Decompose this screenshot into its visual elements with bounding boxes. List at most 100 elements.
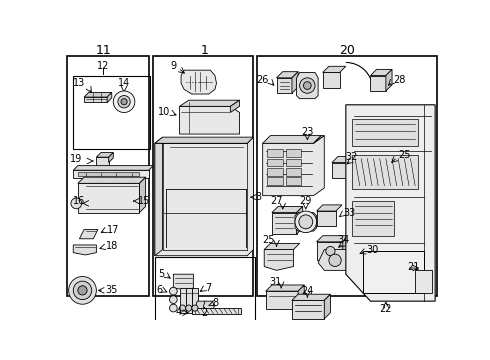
Polygon shape bbox=[140, 177, 146, 213]
Text: 8: 8 bbox=[213, 298, 219, 309]
Polygon shape bbox=[272, 213, 296, 234]
Polygon shape bbox=[186, 288, 192, 313]
Text: 15: 15 bbox=[138, 196, 150, 206]
Text: 19: 19 bbox=[70, 154, 82, 164]
Bar bbox=[363, 251, 424, 293]
Text: 30: 30 bbox=[367, 244, 379, 255]
Polygon shape bbox=[373, 154, 395, 160]
Bar bbox=[286, 149, 301, 157]
Text: 16: 16 bbox=[74, 196, 85, 206]
Text: 25: 25 bbox=[398, 150, 411, 160]
Bar bbox=[268, 149, 283, 157]
Polygon shape bbox=[155, 137, 163, 256]
Text: 34: 34 bbox=[338, 235, 350, 244]
Polygon shape bbox=[74, 166, 153, 170]
Polygon shape bbox=[370, 76, 386, 91]
Bar bbox=[257, 55, 437, 296]
Polygon shape bbox=[317, 211, 336, 226]
Polygon shape bbox=[370, 69, 392, 76]
Polygon shape bbox=[192, 288, 198, 313]
Polygon shape bbox=[97, 157, 109, 166]
Text: 32: 32 bbox=[345, 152, 357, 162]
Circle shape bbox=[303, 82, 311, 89]
Polygon shape bbox=[296, 72, 318, 99]
Text: 6: 6 bbox=[156, 285, 163, 294]
Text: 17: 17 bbox=[107, 225, 120, 235]
Circle shape bbox=[295, 211, 317, 233]
Polygon shape bbox=[266, 291, 298, 309]
Polygon shape bbox=[292, 300, 324, 319]
Polygon shape bbox=[196, 301, 206, 313]
Bar bbox=[415, 270, 432, 293]
Bar bbox=[352, 119, 418, 145]
Polygon shape bbox=[317, 242, 343, 260]
Ellipse shape bbox=[93, 189, 124, 205]
Polygon shape bbox=[155, 137, 253, 256]
Circle shape bbox=[121, 99, 127, 105]
Polygon shape bbox=[323, 66, 346, 72]
Circle shape bbox=[71, 198, 82, 209]
Polygon shape bbox=[317, 236, 349, 242]
Polygon shape bbox=[318, 249, 352, 270]
Circle shape bbox=[300, 78, 315, 93]
Polygon shape bbox=[266, 285, 304, 291]
Bar bbox=[286, 177, 301, 185]
Bar bbox=[67, 55, 149, 296]
Polygon shape bbox=[276, 78, 292, 93]
Text: 2: 2 bbox=[201, 308, 207, 318]
Text: 10: 10 bbox=[158, 108, 171, 117]
Circle shape bbox=[170, 296, 177, 303]
Circle shape bbox=[170, 304, 177, 312]
Polygon shape bbox=[332, 163, 354, 178]
Polygon shape bbox=[173, 274, 194, 289]
Text: 1: 1 bbox=[200, 44, 208, 57]
Polygon shape bbox=[192, 308, 241, 314]
Text: 13: 13 bbox=[74, 78, 86, 88]
Text: 22: 22 bbox=[380, 304, 392, 314]
Text: 29: 29 bbox=[299, 196, 312, 206]
Polygon shape bbox=[276, 72, 298, 78]
Polygon shape bbox=[179, 100, 240, 106]
Polygon shape bbox=[181, 70, 217, 94]
Text: 12: 12 bbox=[97, 61, 109, 71]
Polygon shape bbox=[78, 177, 146, 183]
Text: 26: 26 bbox=[256, 75, 269, 85]
Polygon shape bbox=[373, 157, 392, 182]
Polygon shape bbox=[179, 288, 186, 313]
Polygon shape bbox=[346, 105, 435, 301]
Polygon shape bbox=[295, 213, 317, 231]
Bar bbox=[268, 159, 283, 166]
Text: 14: 14 bbox=[118, 78, 130, 88]
Polygon shape bbox=[78, 183, 140, 213]
Polygon shape bbox=[332, 156, 360, 163]
Polygon shape bbox=[263, 136, 324, 195]
Circle shape bbox=[170, 287, 177, 295]
Circle shape bbox=[299, 215, 313, 229]
Polygon shape bbox=[343, 236, 349, 260]
Polygon shape bbox=[84, 97, 107, 103]
Text: 25: 25 bbox=[263, 235, 275, 245]
Text: 18: 18 bbox=[106, 242, 118, 252]
Polygon shape bbox=[78, 172, 140, 176]
Bar bbox=[74, 76, 150, 149]
Bar bbox=[155, 257, 255, 323]
Polygon shape bbox=[74, 245, 97, 255]
Polygon shape bbox=[264, 243, 300, 249]
Circle shape bbox=[179, 305, 186, 311]
Text: 11: 11 bbox=[96, 44, 111, 57]
Polygon shape bbox=[386, 69, 392, 91]
Text: 20: 20 bbox=[340, 44, 355, 57]
Polygon shape bbox=[272, 206, 303, 213]
Text: 4: 4 bbox=[176, 307, 182, 317]
Polygon shape bbox=[263, 136, 321, 143]
Polygon shape bbox=[84, 93, 112, 97]
Polygon shape bbox=[79, 230, 98, 239]
Bar bbox=[286, 168, 301, 176]
Bar bbox=[286, 159, 301, 166]
Polygon shape bbox=[292, 294, 330, 300]
Circle shape bbox=[326, 247, 335, 256]
Circle shape bbox=[78, 286, 87, 295]
Polygon shape bbox=[324, 294, 330, 319]
Text: 27: 27 bbox=[270, 196, 283, 206]
Circle shape bbox=[192, 305, 198, 311]
